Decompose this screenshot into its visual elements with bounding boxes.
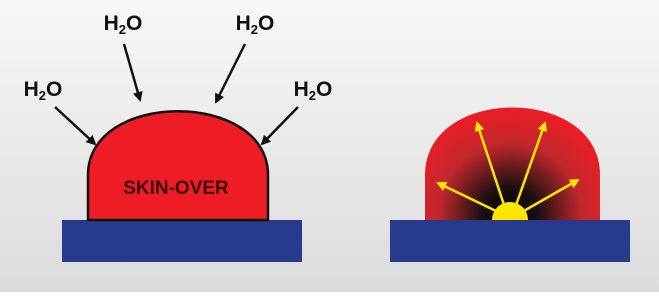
- label-part: O: [258, 12, 274, 35]
- diagram: SKIN-OVER H2OH2OH2OH2O: [0, 0, 659, 292]
- label-part: O: [316, 78, 332, 101]
- label-part: H: [236, 12, 251, 35]
- center-label: SKIN-OVER: [123, 178, 229, 199]
- label-part: O: [46, 78, 62, 101]
- label-part: 2: [39, 88, 46, 103]
- substrate: [62, 220, 302, 262]
- label-part: H: [24, 78, 39, 101]
- label-part: 2: [309, 88, 316, 103]
- label-part: H: [294, 78, 309, 101]
- label-part: H: [104, 12, 119, 35]
- label-part: 2: [119, 22, 126, 37]
- substrate: [390, 220, 630, 262]
- droplet: [88, 111, 268, 220]
- label-part: O: [126, 12, 142, 35]
- label-part: 2: [251, 22, 258, 37]
